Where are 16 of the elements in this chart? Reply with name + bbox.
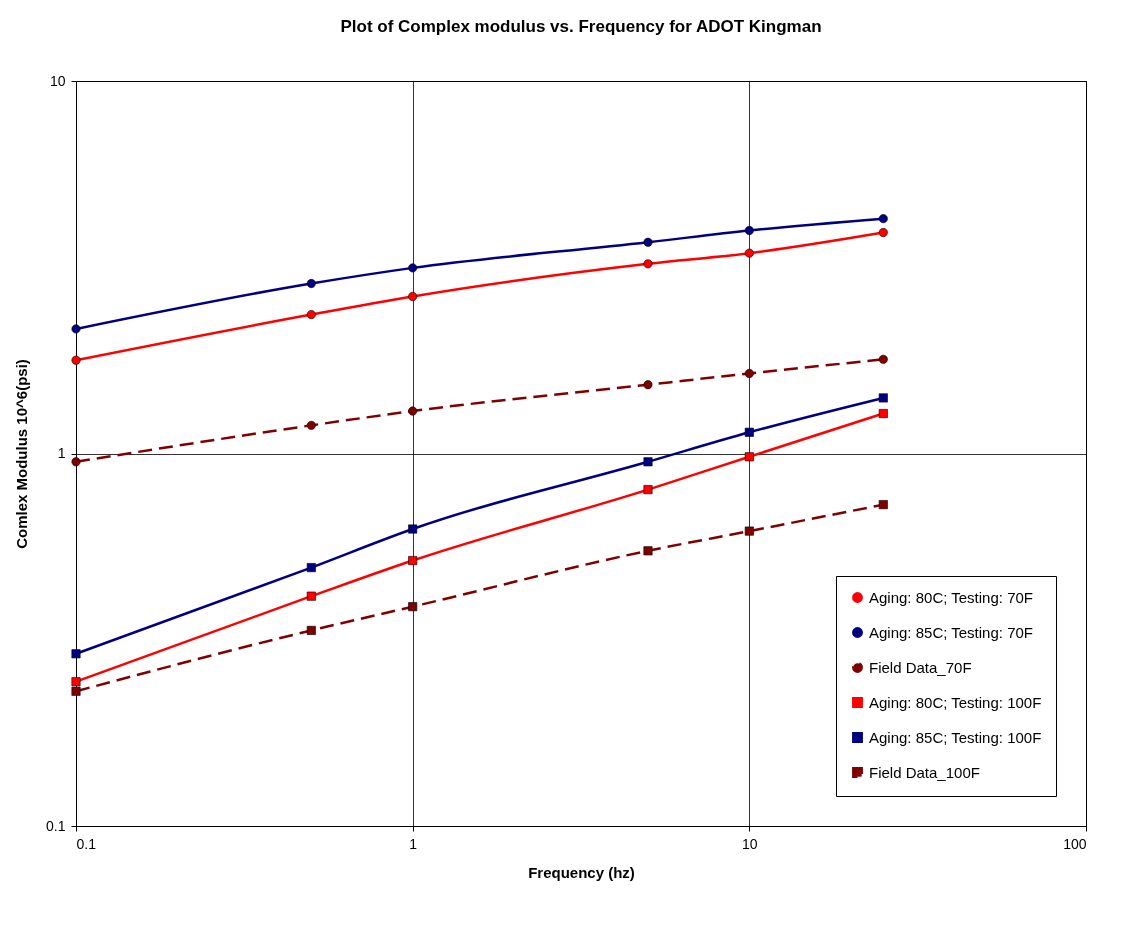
x-tick-label: 0.1 [76, 835, 97, 852]
y-tick-label: 10 [49, 72, 66, 89]
legend-label: Aging: 85C; Testing: 70F [869, 623, 1033, 641]
legend-label: Field Data_70F [869, 658, 972, 676]
y-tick-label: 0.1 [46, 817, 66, 834]
x-tick-label: 10 [742, 835, 758, 852]
legend-label: Field Data_100F [869, 763, 980, 781]
y-tick-label: 1 [57, 445, 66, 461]
x-tick-label: 1 [409, 835, 418, 852]
legend-label: Aging: 80C; Testing: 100F [869, 693, 1042, 711]
x-tick-label: 100 [1063, 835, 1087, 852]
legend-label: Aging: 80C; Testing: 70F [869, 588, 1033, 606]
x-axis-title: Frequency (hz) [528, 863, 635, 881]
chart-title: Plot of Complex modulus vs. Frequency for ADOT Kingman [340, 17, 822, 36]
legend-label: Aging: 85C; Testing: 100F [869, 728, 1042, 746]
y-axis-title: Comlex Modulus 10^6(psi) [13, 359, 31, 549]
